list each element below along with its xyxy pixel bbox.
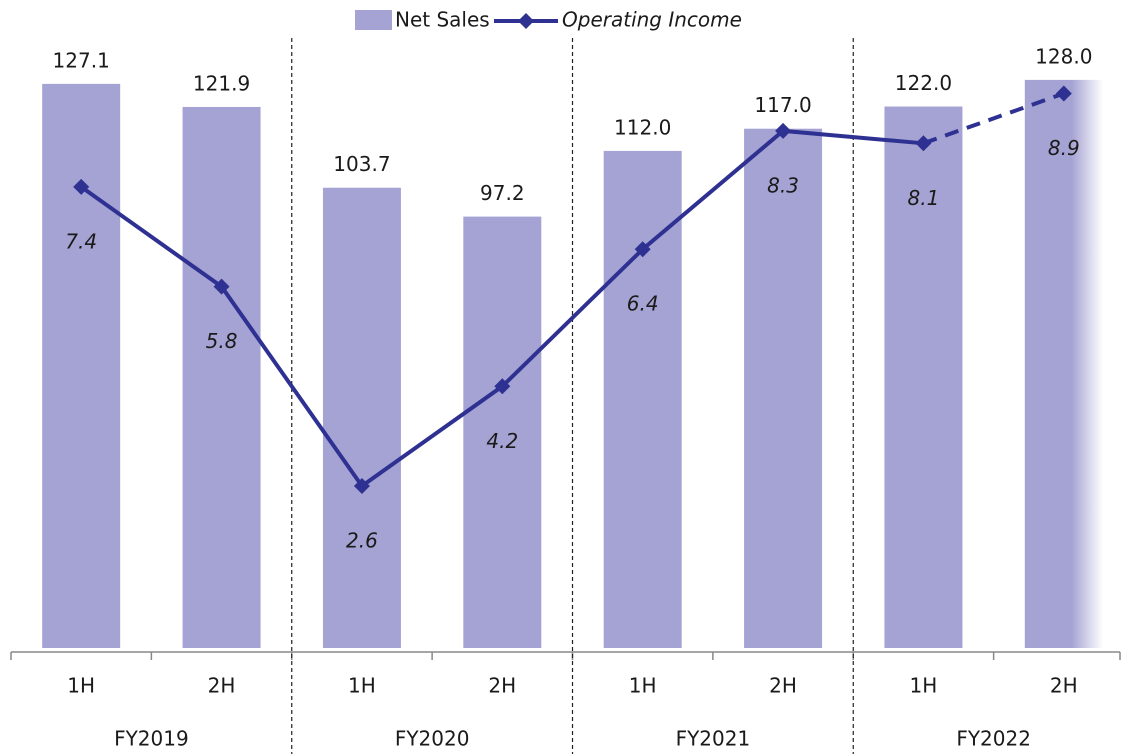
line-marker — [213, 278, 230, 295]
line-value-label: 5.8 — [206, 329, 238, 353]
legend-marker — [518, 13, 534, 29]
legend-swatch — [355, 10, 392, 30]
bar-value-label: 103.7 — [333, 152, 390, 176]
x-tick-label: 1H — [629, 674, 657, 698]
x-tick-label: 1H — [67, 674, 95, 698]
bar — [603, 150, 682, 648]
line-value-label: 8.3 — [767, 173, 799, 197]
bar-value-label: 112.0 — [614, 115, 671, 139]
line-marker — [494, 378, 511, 395]
group-label: FY2019 — [114, 727, 189, 751]
bar — [1024, 79, 1103, 649]
line-marker — [353, 478, 370, 494]
line-marker — [1055, 85, 1072, 102]
bar — [744, 128, 823, 648]
bar — [322, 187, 401, 648]
x-tick-label: 2H — [488, 674, 516, 698]
bar-value-label: 128.0 — [1035, 44, 1092, 68]
line-value-label: 2.6 — [346, 529, 378, 553]
line-marker — [73, 178, 90, 195]
line-marker — [775, 122, 792, 139]
line-value-label: 7.4 — [65, 229, 97, 253]
bar — [42, 83, 121, 648]
group-label: FY2021 — [676, 727, 751, 751]
overlay: 1H 2H 1H 2H 1H 2H 1H 2H FY2019 FY2020 FY2021 FY2022… — [53, 8, 1092, 754]
line-value-label: 8.9 — [1048, 136, 1080, 160]
bar-value-label: 127.1 — [53, 48, 110, 72]
bar — [884, 106, 963, 648]
line-value-label: 4.2 — [486, 429, 518, 453]
x-tick-label: 2H — [208, 674, 236, 698]
legend-label: Net Sales — [395, 8, 490, 32]
x-tick-label: 2H — [1050, 674, 1078, 698]
bar — [182, 106, 261, 649]
bars — [10, 79, 1121, 660]
legend-label: Operating Income — [562, 8, 742, 32]
group-label: FY2022 — [956, 727, 1031, 751]
x-tick-label: 2H — [769, 674, 797, 698]
bar-value-label: 122.0 — [895, 71, 952, 95]
line-marker — [915, 135, 932, 152]
bar-value-label: 97.2 — [480, 181, 525, 205]
x-tick-label: 1H — [348, 674, 376, 698]
bar-value-label: 117.0 — [754, 93, 811, 117]
projected-line — [922, 91, 1065, 146]
bar-value-label: 121.9 — [193, 71, 250, 95]
line-marker — [634, 241, 651, 258]
x-tick-label: 1H — [910, 674, 938, 698]
bar — [463, 216, 542, 648]
line-value-label: 6.4 — [627, 292, 659, 316]
group-label: FY2020 — [395, 727, 470, 751]
line-value-label: 8.1 — [908, 186, 940, 210]
